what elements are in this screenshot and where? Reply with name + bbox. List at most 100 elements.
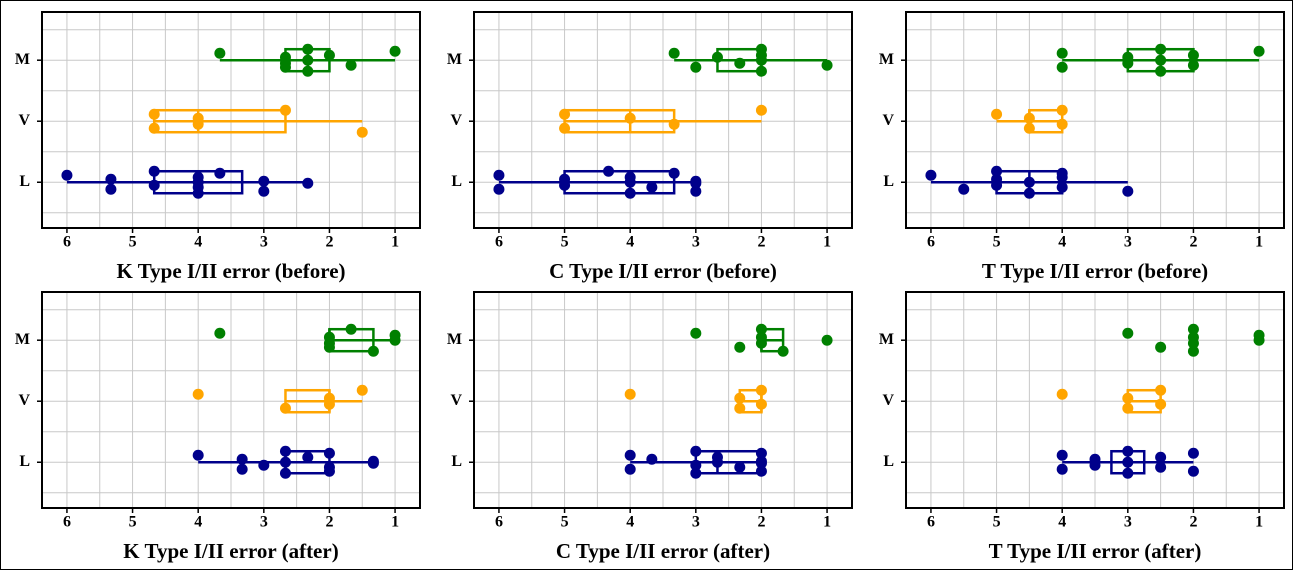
y-tick-label: V xyxy=(18,392,30,409)
plot-frame xyxy=(905,11,1285,229)
point xyxy=(302,43,314,55)
plot-frame xyxy=(41,11,421,229)
point xyxy=(214,47,226,59)
x-axis-title: T Type I/II error (before) xyxy=(982,259,1208,283)
x-tick-label: 1 xyxy=(1255,234,1263,251)
y-tick-label: M xyxy=(447,51,462,68)
x-axis-title: T Type I/II error (after) xyxy=(989,539,1202,563)
point xyxy=(323,447,335,459)
x-tick-label: 6 xyxy=(927,514,935,531)
point xyxy=(646,453,658,465)
point xyxy=(105,183,117,195)
plot-frame xyxy=(473,11,853,229)
point xyxy=(302,451,314,463)
x-tick-label: 3 xyxy=(1124,514,1132,531)
point xyxy=(1187,59,1199,71)
point xyxy=(1155,384,1167,396)
point xyxy=(755,104,767,116)
point xyxy=(1122,445,1134,457)
point xyxy=(668,47,680,59)
x-tick-label: 4 xyxy=(626,514,634,531)
y-tick-label: L xyxy=(451,173,462,190)
y-tick-label: V xyxy=(450,392,462,409)
point xyxy=(734,402,746,414)
plot-frame xyxy=(41,291,421,509)
x-tick-label: 2 xyxy=(757,514,765,531)
x-tick-label: 6 xyxy=(927,234,935,251)
point xyxy=(279,57,291,69)
x-tick-label: 2 xyxy=(1189,234,1197,251)
point xyxy=(734,57,746,69)
x-tick-label: 4 xyxy=(194,514,202,531)
point xyxy=(345,323,357,335)
point xyxy=(1122,392,1134,404)
point xyxy=(690,467,702,479)
point xyxy=(1122,402,1134,414)
x-tick-label: 5 xyxy=(129,234,137,251)
point xyxy=(755,65,767,77)
point xyxy=(192,171,204,183)
point xyxy=(755,49,767,61)
point xyxy=(1056,388,1068,400)
x-tick-label: 6 xyxy=(63,234,71,251)
point xyxy=(302,177,314,189)
point xyxy=(991,108,1003,120)
point xyxy=(1187,337,1199,349)
point xyxy=(1155,451,1167,463)
point xyxy=(1023,112,1035,124)
point xyxy=(389,329,401,341)
x-tick-label: 6 xyxy=(495,514,503,531)
x-tick-label: 5 xyxy=(993,234,1001,251)
x-axis-title: K Type I/II error (after) xyxy=(123,539,338,563)
x-tick-label: 1 xyxy=(391,514,399,531)
y-tick-label: M xyxy=(15,51,30,68)
y-tick-label: M xyxy=(15,331,30,348)
point xyxy=(323,398,335,410)
point xyxy=(61,169,73,181)
point xyxy=(367,345,379,357)
point xyxy=(1253,329,1265,341)
point xyxy=(624,187,636,199)
point xyxy=(323,465,335,477)
point xyxy=(192,181,204,193)
y-tick-label: L xyxy=(883,453,894,470)
point xyxy=(148,165,160,177)
point xyxy=(1056,463,1068,475)
point xyxy=(711,51,723,63)
point xyxy=(279,104,291,116)
y-tick-label: L xyxy=(19,453,30,470)
x-tick-label: 6 xyxy=(495,234,503,251)
point xyxy=(777,345,789,357)
box xyxy=(152,108,287,134)
point xyxy=(279,467,291,479)
point xyxy=(991,165,1003,177)
x-tick-label: 2 xyxy=(757,234,765,251)
y-tick-label: L xyxy=(19,173,30,190)
point xyxy=(690,459,702,471)
y-tick-label: L xyxy=(883,173,894,190)
point xyxy=(214,167,226,179)
x-tick-label: 1 xyxy=(823,234,831,251)
point xyxy=(236,463,248,475)
point xyxy=(690,61,702,73)
point xyxy=(258,185,270,197)
point xyxy=(1187,465,1199,477)
x-tick-label: 3 xyxy=(1124,234,1132,251)
point xyxy=(1155,65,1167,77)
point xyxy=(367,457,379,469)
y-tick-label: M xyxy=(879,51,894,68)
x-tick-label: 4 xyxy=(626,234,634,251)
y-tick-label: V xyxy=(882,112,894,129)
x-tick-label: 2 xyxy=(325,234,333,251)
point xyxy=(559,179,571,191)
x-tick-label: 3 xyxy=(692,234,700,251)
point xyxy=(1187,49,1199,61)
point xyxy=(356,126,368,138)
point xyxy=(236,453,248,465)
point xyxy=(389,45,401,57)
point xyxy=(1122,57,1134,69)
point xyxy=(1056,449,1068,461)
point xyxy=(624,388,636,400)
x-tick-label: 5 xyxy=(993,514,1001,531)
